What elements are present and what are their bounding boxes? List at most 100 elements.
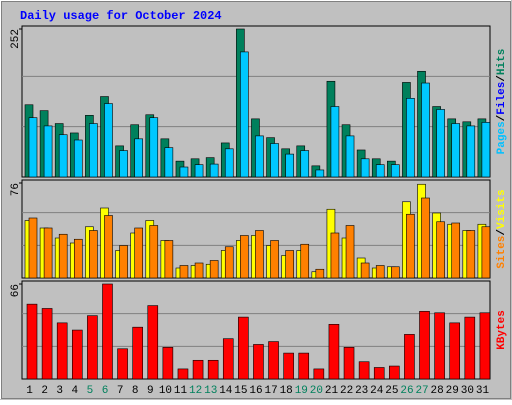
bar — [119, 245, 128, 279]
bar — [240, 51, 249, 178]
bar — [283, 352, 294, 380]
bar — [481, 226, 491, 279]
bar — [345, 135, 355, 178]
bar — [315, 268, 325, 279]
x-tick-label: 2 — [41, 385, 48, 397]
y-max-label: 76 — [10, 183, 22, 196]
bar — [389, 365, 400, 380]
bar — [449, 322, 461, 380]
bar — [343, 347, 355, 380]
bar — [41, 308, 53, 380]
x-tick-label: 24 — [370, 385, 384, 397]
legend: KBytes — [496, 310, 508, 350]
legend: Sites/Visits — [496, 189, 508, 268]
bar — [328, 324, 340, 380]
bar — [358, 361, 370, 380]
bar — [436, 221, 445, 279]
bar — [375, 164, 385, 178]
chart-title: Daily usage for October 2024 — [20, 9, 222, 23]
bar — [89, 123, 98, 178]
bar — [224, 246, 234, 279]
bar — [117, 348, 128, 380]
bar — [73, 238, 83, 279]
bar — [313, 368, 325, 380]
x-tick-label: 25 — [385, 385, 398, 397]
bar — [102, 283, 113, 380]
x-tick-label: 4 — [72, 385, 79, 397]
x-tick-label: 26 — [400, 385, 413, 397]
bar — [132, 326, 143, 380]
bar — [315, 169, 325, 178]
x-tick-label: 20 — [310, 385, 323, 397]
bar — [28, 217, 38, 279]
legend-entry: Visits — [496, 189, 508, 229]
bar — [330, 232, 340, 279]
bar — [406, 98, 415, 178]
bar — [149, 225, 159, 279]
bar — [464, 316, 476, 380]
bar — [194, 262, 204, 279]
bar — [270, 143, 279, 178]
x-tick-label: 30 — [461, 385, 474, 397]
bar — [134, 138, 143, 178]
bar — [238, 316, 249, 380]
x-tick-label: 16 — [249, 385, 262, 397]
x-tick-label: 9 — [147, 385, 154, 397]
bar — [300, 243, 310, 279]
legend-entry: Hits — [496, 49, 508, 75]
bar — [56, 322, 68, 380]
bar — [466, 125, 476, 178]
bar — [222, 338, 234, 380]
bar — [466, 230, 476, 279]
bar — [270, 240, 279, 279]
x-tick-label: 11 — [174, 385, 188, 397]
bar — [207, 359, 219, 380]
bar — [164, 240, 174, 279]
bar — [481, 122, 491, 178]
bar — [192, 359, 204, 380]
bar — [436, 109, 445, 178]
x-tick-label: 8 — [132, 385, 139, 397]
legend-separator: / — [496, 114, 508, 121]
bar — [345, 225, 355, 279]
bar — [28, 117, 38, 178]
bar — [451, 123, 461, 178]
x-tick-label: 7 — [117, 385, 124, 397]
x-tick-label: 14 — [219, 385, 233, 397]
x-tick-label: 27 — [415, 385, 428, 397]
bar — [209, 163, 219, 178]
bar — [419, 311, 430, 380]
legend-entry: Pages — [496, 121, 508, 154]
x-tick-label: 21 — [325, 385, 339, 397]
bar — [104, 103, 113, 178]
bar — [43, 227, 53, 279]
bar — [89, 230, 98, 279]
bar — [134, 227, 143, 279]
legend: Pages/Files/Hits — [496, 49, 508, 155]
bar — [434, 312, 445, 380]
bar — [43, 125, 53, 178]
bar — [119, 150, 128, 178]
bar — [268, 341, 279, 380]
bar — [300, 150, 310, 178]
bar — [73, 139, 83, 178]
legend-entry: Files — [496, 82, 508, 115]
bar — [373, 367, 385, 380]
x-tick-label: 28 — [431, 385, 444, 397]
bar — [255, 135, 264, 178]
x-tick-label: 1 — [26, 385, 33, 397]
y-max-label: 252 — [10, 29, 22, 49]
x-tick-label: 5 — [87, 385, 94, 397]
bar — [224, 148, 234, 178]
x-tick-label: 22 — [340, 385, 353, 397]
bar — [391, 266, 400, 279]
legend-entry: Sites — [496, 236, 508, 269]
x-tick-label: 3 — [56, 385, 63, 397]
bar — [104, 215, 113, 279]
bar — [58, 233, 68, 279]
bar — [360, 158, 370, 178]
x-tick-label: 12 — [189, 385, 202, 397]
frame-shadow — [2, 2, 511, 399]
bar — [479, 312, 491, 380]
bar — [406, 213, 415, 279]
